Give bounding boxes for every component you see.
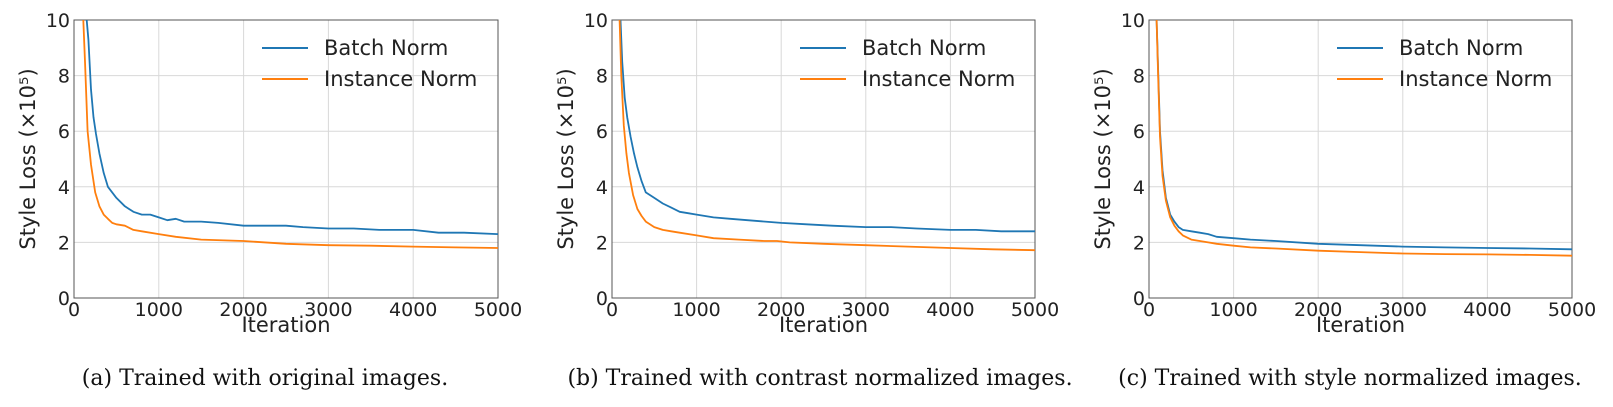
series-line-a-batch-norm [85,20,498,235]
series-line-a-instance-norm [82,20,498,249]
x-tick-label-c-5: 5000 [1548,299,1596,321]
legend-label-b-instance-norm: Instance Norm [862,67,1015,91]
y-axis-label-b: Style Loss (×10⁵) [554,68,578,249]
y-axis-label-c: Style Loss (×10⁵) [1091,68,1115,249]
chart-panel-c: 0 1000 2000 3000 4000 5000 0 2 4 6 8 10 Iteration Sty… [1091,10,1596,391]
legend-label-a-batch-norm: Batch Norm [324,36,448,60]
chart-panel-b: 0 1000 2000 3000 4000 5000 0 2 4 6 8 10 Iteration Sty… [554,10,1073,391]
y-tick-label-b-3: 6 [596,121,608,143]
x-tick-label-b-0: 0 [606,299,618,321]
x-tick-label-c-1: 1000 [1209,299,1257,321]
y-tick-label-a-5: 10 [46,10,70,32]
y-tick-label-b-5: 10 [584,10,608,32]
plot-frame-c [1148,19,1573,299]
x-tick-label-c-4: 4000 [1463,299,1511,321]
y-tick-label-a-1: 2 [58,232,70,254]
y-tick-label-c-5: 10 [1121,10,1145,32]
x-axis-label-a: Iteration [241,313,330,337]
x-tick-label-b-3: 3000 [842,299,890,321]
y-tick-label-a-0: 0 [58,288,70,310]
y-axis-label-a: Style Loss (×10⁵) [16,68,40,249]
y-tick-label-b-2: 4 [596,177,608,199]
x-tick-label-c-0: 0 [1143,299,1155,321]
plot-frame-a [73,19,499,299]
caption-b: (b) Trained with contrast normalized ima… [567,366,1072,391]
y-tick-label-b-1: 2 [596,232,608,254]
legend-label-b-batch-norm: Batch Norm [862,36,986,60]
series-line-b-batch-norm [619,20,1035,233]
legend-label-c-instance-norm: Instance Norm [1399,67,1552,91]
x-tick-label-b-1: 1000 [672,299,720,321]
y-tick-label-c-3: 6 [1133,121,1145,143]
x-tick-label-a-4: 4000 [389,299,437,321]
legend-label-a-instance-norm: Instance Norm [324,67,477,91]
x-tick-label-a-3: 3000 [304,299,352,321]
x-tick-label-a-2: 2000 [219,299,267,321]
y-tick-label-c-1: 2 [1133,232,1145,254]
y-tick-label-a-4: 8 [58,66,70,88]
x-axis-label-c: Iteration [1316,313,1405,337]
x-tick-label-c-3: 3000 [1379,299,1427,321]
y-tick-label-c-2: 4 [1133,177,1145,199]
y-tick-label-a-2: 4 [58,177,70,199]
x-axis-label-b: Iteration [779,313,868,337]
series-line-c-instance-norm [1155,20,1572,257]
x-tick-label-c-2: 2000 [1294,299,1342,321]
chart-panel-a: 0 1000 2000 3000 4000 5000 0 2 4 6 8 10 Iteration Sty… [16,10,522,391]
x-tick-label-b-5: 5000 [1011,299,1059,321]
x-tick-label-b-2: 2000 [757,299,805,321]
y-tick-label-b-4: 8 [596,66,608,88]
y-tick-label-b-0: 0 [596,288,608,310]
caption-a: (a) Trained with original images. [82,366,448,391]
x-tick-label-a-5: 5000 [474,299,522,321]
plot-frame-b [611,19,1036,299]
series-line-b-instance-norm [618,20,1035,252]
caption-c: (c) Trained with style normalized images… [1118,366,1582,391]
y-tick-label-a-3: 6 [58,121,70,143]
x-tick-label-b-4: 4000 [926,299,974,321]
x-tick-label-a-1: 1000 [135,299,183,321]
legend-label-c-batch-norm: Batch Norm [1399,36,1523,60]
y-tick-label-c-4: 8 [1133,66,1145,88]
x-tick-label-a-0: 0 [68,299,80,321]
y-tick-label-c-0: 0 [1133,288,1145,310]
